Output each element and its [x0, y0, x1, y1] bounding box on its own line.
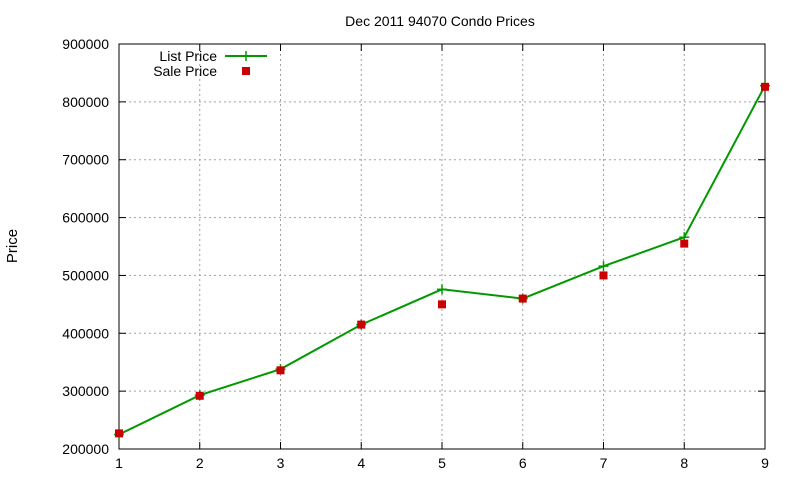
x-tick-label: 1 [115, 455, 123, 471]
x-tick-label: 5 [438, 455, 446, 471]
legend-label-list-price: List Price [159, 48, 217, 64]
data-point-sale-price [599, 271, 608, 280]
x-tick-label: 2 [196, 455, 204, 471]
y-tick-label: 600000 [62, 210, 109, 226]
y-tick-label: 800000 [62, 94, 109, 110]
y-tick-label: 900000 [62, 36, 109, 52]
data-point-sale-price [115, 429, 123, 438]
y-tick-label: 700000 [62, 152, 109, 168]
x-tick-label: 7 [600, 455, 608, 471]
data-point-sale-price [276, 366, 285, 375]
x-tick-label: 3 [277, 455, 285, 471]
y-tick-label: 400000 [62, 325, 109, 341]
data-point-list-price [437, 284, 447, 295]
y-axis-label: Price [4, 229, 21, 263]
y-tick-label: 300000 [62, 383, 109, 399]
series-layer [114, 80, 770, 440]
x-tick-label: 4 [357, 455, 365, 471]
x-tick-label: 9 [761, 455, 769, 471]
data-point-sale-price [518, 294, 527, 303]
axis-ticks: 1 2 3 4 5 6 7 8 9 200000 300000 400000 500000 600000 7… [62, 36, 769, 471]
y-tick-label: 200000 [62, 441, 109, 457]
legend-marker-sale-price [242, 67, 250, 75]
legend-label-sale-price: Sale Price [153, 63, 217, 79]
data-point-sale-price [438, 300, 446, 309]
data-point-sale-price [357, 320, 366, 329]
legend-marker-list-price [241, 51, 251, 61]
x-tick-label: 6 [519, 455, 527, 471]
data-point-sale-price [761, 82, 769, 91]
data-point-list-price [598, 261, 609, 272]
data-point-sale-price [195, 391, 204, 400]
grid-lines [119, 44, 765, 449]
y-tick-label: 500000 [62, 267, 109, 283]
data-point-sale-price [680, 239, 689, 248]
chart-title: Dec 2011 94070 Condo Prices [345, 13, 535, 29]
x-tick-label: 8 [680, 455, 688, 471]
